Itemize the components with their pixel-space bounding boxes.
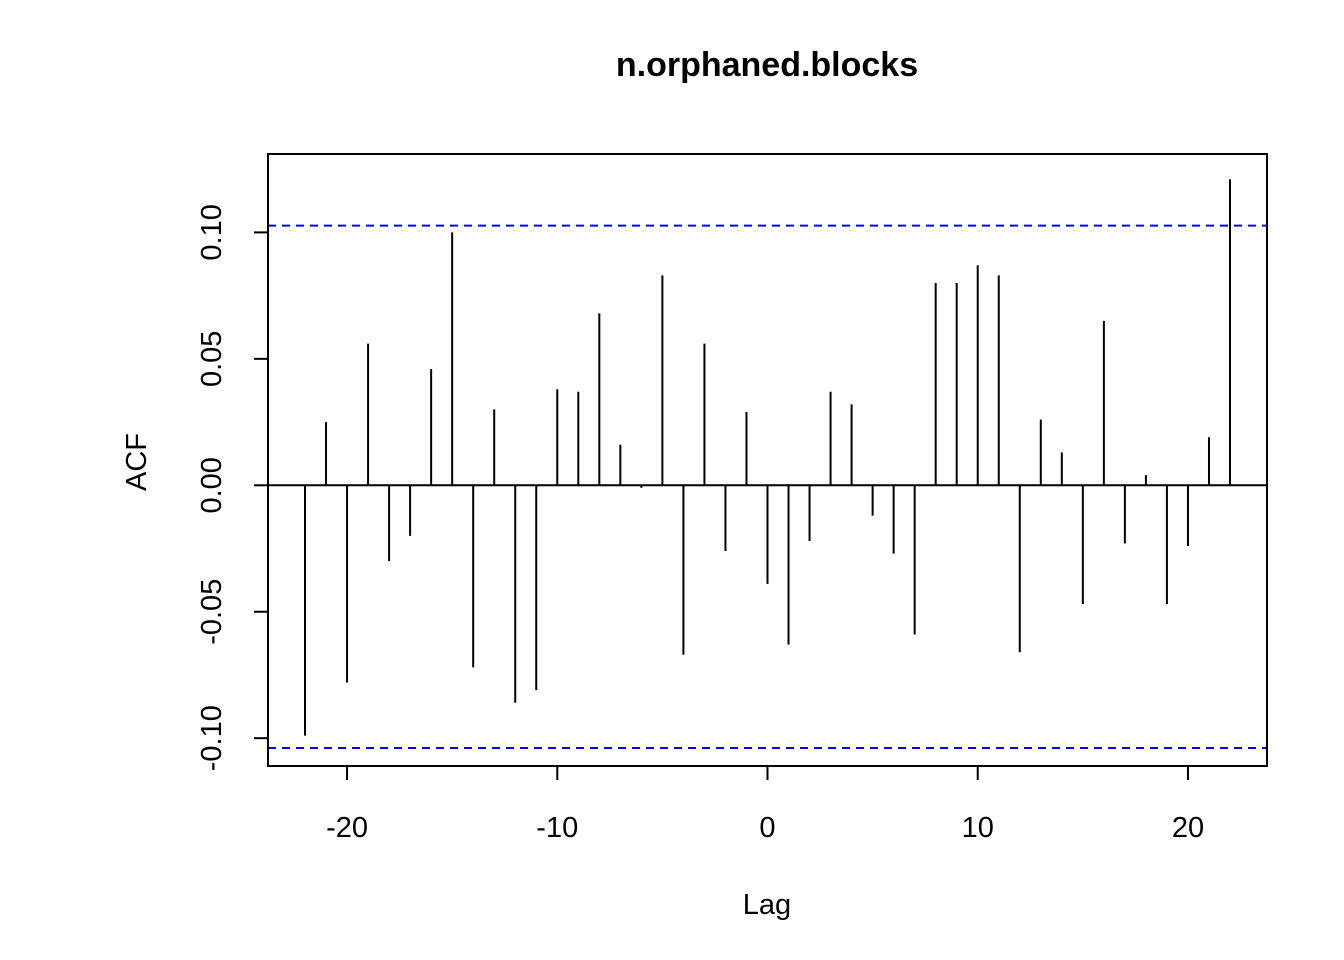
y-axis-label: ACF: [121, 433, 153, 491]
x-axis: -20 -10 0 10 20: [326, 766, 1204, 844]
x-tick-label: -10: [536, 812, 578, 844]
y-tick-label: 0.10: [196, 204, 228, 260]
chart-title: n.orphaned.blocks: [616, 46, 918, 84]
y-tick-label: 0.05: [196, 331, 228, 387]
y-tick-label: -0.05: [196, 579, 228, 645]
x-tick-label: 10: [962, 812, 994, 844]
x-tick-label: 0: [759, 812, 775, 844]
y-tick-label: -0.10: [196, 705, 228, 771]
plot-frame: [267, 153, 1268, 767]
x-axis-label: Lag: [743, 889, 791, 921]
acf-bars: [304, 179, 1231, 736]
x-tick-label: 20: [1172, 812, 1204, 844]
y-tick-label: 0.00: [196, 457, 228, 513]
x-tick-label: -20: [326, 812, 368, 844]
y-axis: -0.10 -0.05 0.00 0.05 0.10: [196, 204, 268, 771]
confidence-bounds: [268, 224, 1267, 750]
